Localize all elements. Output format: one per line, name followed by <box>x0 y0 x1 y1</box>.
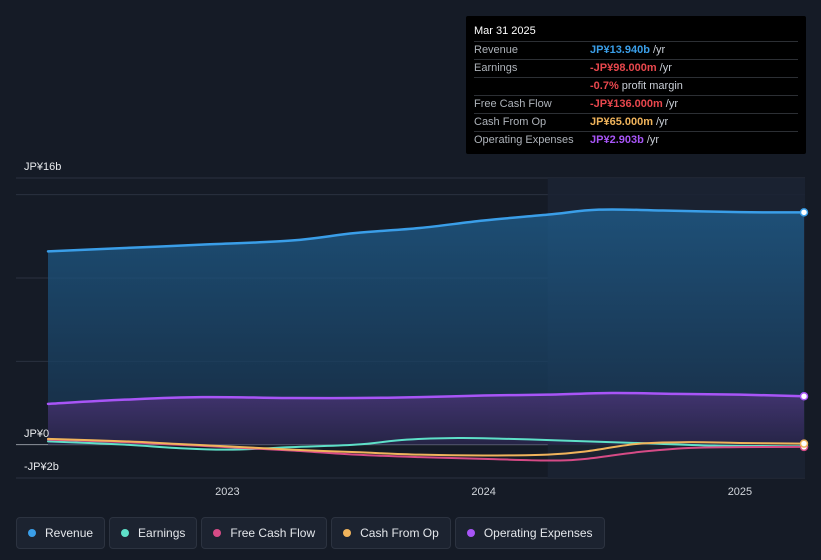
tooltip-row-unit: /yr <box>652 44 666 56</box>
tooltip-row-name: Operating Expenses <box>474 134 574 146</box>
series-areas <box>48 209 804 445</box>
tooltip-row-unit: /yr <box>646 134 660 146</box>
tooltip-row-name: Cash From Op <box>474 116 547 128</box>
y-label-bottom: -JP¥2b <box>24 461 59 473</box>
line-operating-expenses <box>46 391 806 406</box>
tooltip-row: Operating Expenses JP¥2.903b/yr <box>474 132 798 149</box>
tooltip-row-value: -0.7% <box>590 80 619 92</box>
tooltip: Mar 31 2025 Revenue JP¥13.940b/yr Earnings… <box>466 16 806 154</box>
line-cash-from-op <box>47 437 805 457</box>
tooltip-row-name: Revenue <box>474 44 519 56</box>
area-revenue <box>48 209 804 445</box>
tooltip-row-value: JP¥2.903b <box>590 134 644 146</box>
legend-label: Free Cash Flow <box>230 526 316 540</box>
y-label-zero: JP¥0 <box>24 428 49 440</box>
legend-label: Cash From Op <box>360 526 439 540</box>
tooltip-row: Cash From Op JP¥65.000m/yr <box>474 114 798 132</box>
legend-dot-icon <box>213 529 222 537</box>
x-tick-label: 2025 <box>728 486 752 498</box>
legend-item-free-cash-flow[interactable]: Free Cash Flow <box>201 517 328 549</box>
legend-item-cash-from-op[interactable]: Cash From Op <box>331 517 451 549</box>
x-tick-label: 2023 <box>215 486 239 498</box>
end-markers <box>799 208 809 452</box>
y-axis: JP¥16b JP¥0 -JP¥2b <box>24 161 61 473</box>
line-revenue <box>46 208 806 253</box>
tooltip-row-name: Free Cash Flow <box>474 98 552 110</box>
tooltip-row-name <box>474 78 590 95</box>
area-operating-expenses <box>48 392 804 445</box>
legend-item-earnings[interactable]: Earnings <box>109 517 198 549</box>
series-lines <box>46 208 806 462</box>
tooltip-row: Free Cash Flow -JP¥136.000m/yr <box>474 96 798 114</box>
tooltip-row: -0.7% profit margin <box>474 78 798 96</box>
tooltip-rows: Revenue JP¥13.940b/yr Earnings -JP¥98.000m /… <box>474 42 798 149</box>
legend-dot-icon <box>343 529 352 537</box>
legend-dot-icon <box>466 529 475 537</box>
legend-dot-icon <box>28 529 36 537</box>
tooltip-row-unit: profit margin <box>621 80 683 92</box>
tooltip-row-unit: /yr <box>659 62 672 74</box>
legend-label: Earnings <box>138 526 186 540</box>
legend-item-operating-expenses[interactable]: Operating Expenses <box>454 517 605 549</box>
legend-label: Revenue <box>45 526 94 540</box>
legend-item-revenue[interactable]: Revenue <box>16 517 106 549</box>
tooltip-row-value: -JP¥98.000m <box>590 62 657 74</box>
tooltip-row-name: Earnings <box>474 62 518 74</box>
x-axis: 2023 2024 2025 <box>215 486 752 498</box>
tooltip-row-value: JP¥13.940b <box>590 44 650 56</box>
tooltip-row-unit: /yr <box>656 116 669 128</box>
tooltip-row-value: JP¥65.000m <box>590 116 653 128</box>
tooltip-date: Mar 31 2025 <box>474 24 798 42</box>
tooltip-row: Earnings -JP¥98.000m/yr <box>474 60 798 78</box>
legend-dot-icon <box>121 529 130 537</box>
tooltip-row-value: -JP¥136.000m <box>590 98 663 110</box>
end-marker-operating-expenses <box>799 392 809 401</box>
y-label-top: JP¥16b <box>24 161 61 173</box>
end-marker-cash-from-op <box>799 439 809 448</box>
end-marker-revenue <box>799 208 809 217</box>
legend-label: Operating Expenses <box>483 526 593 540</box>
tooltip-row: Revenue JP¥13.940b/yr <box>474 42 798 60</box>
x-tick-label: 2024 <box>471 486 495 498</box>
legend: Revenue Earnings Free Cash Flow Cash From O… <box>16 517 605 549</box>
tooltip-row-unit: /yr <box>665 98 679 110</box>
